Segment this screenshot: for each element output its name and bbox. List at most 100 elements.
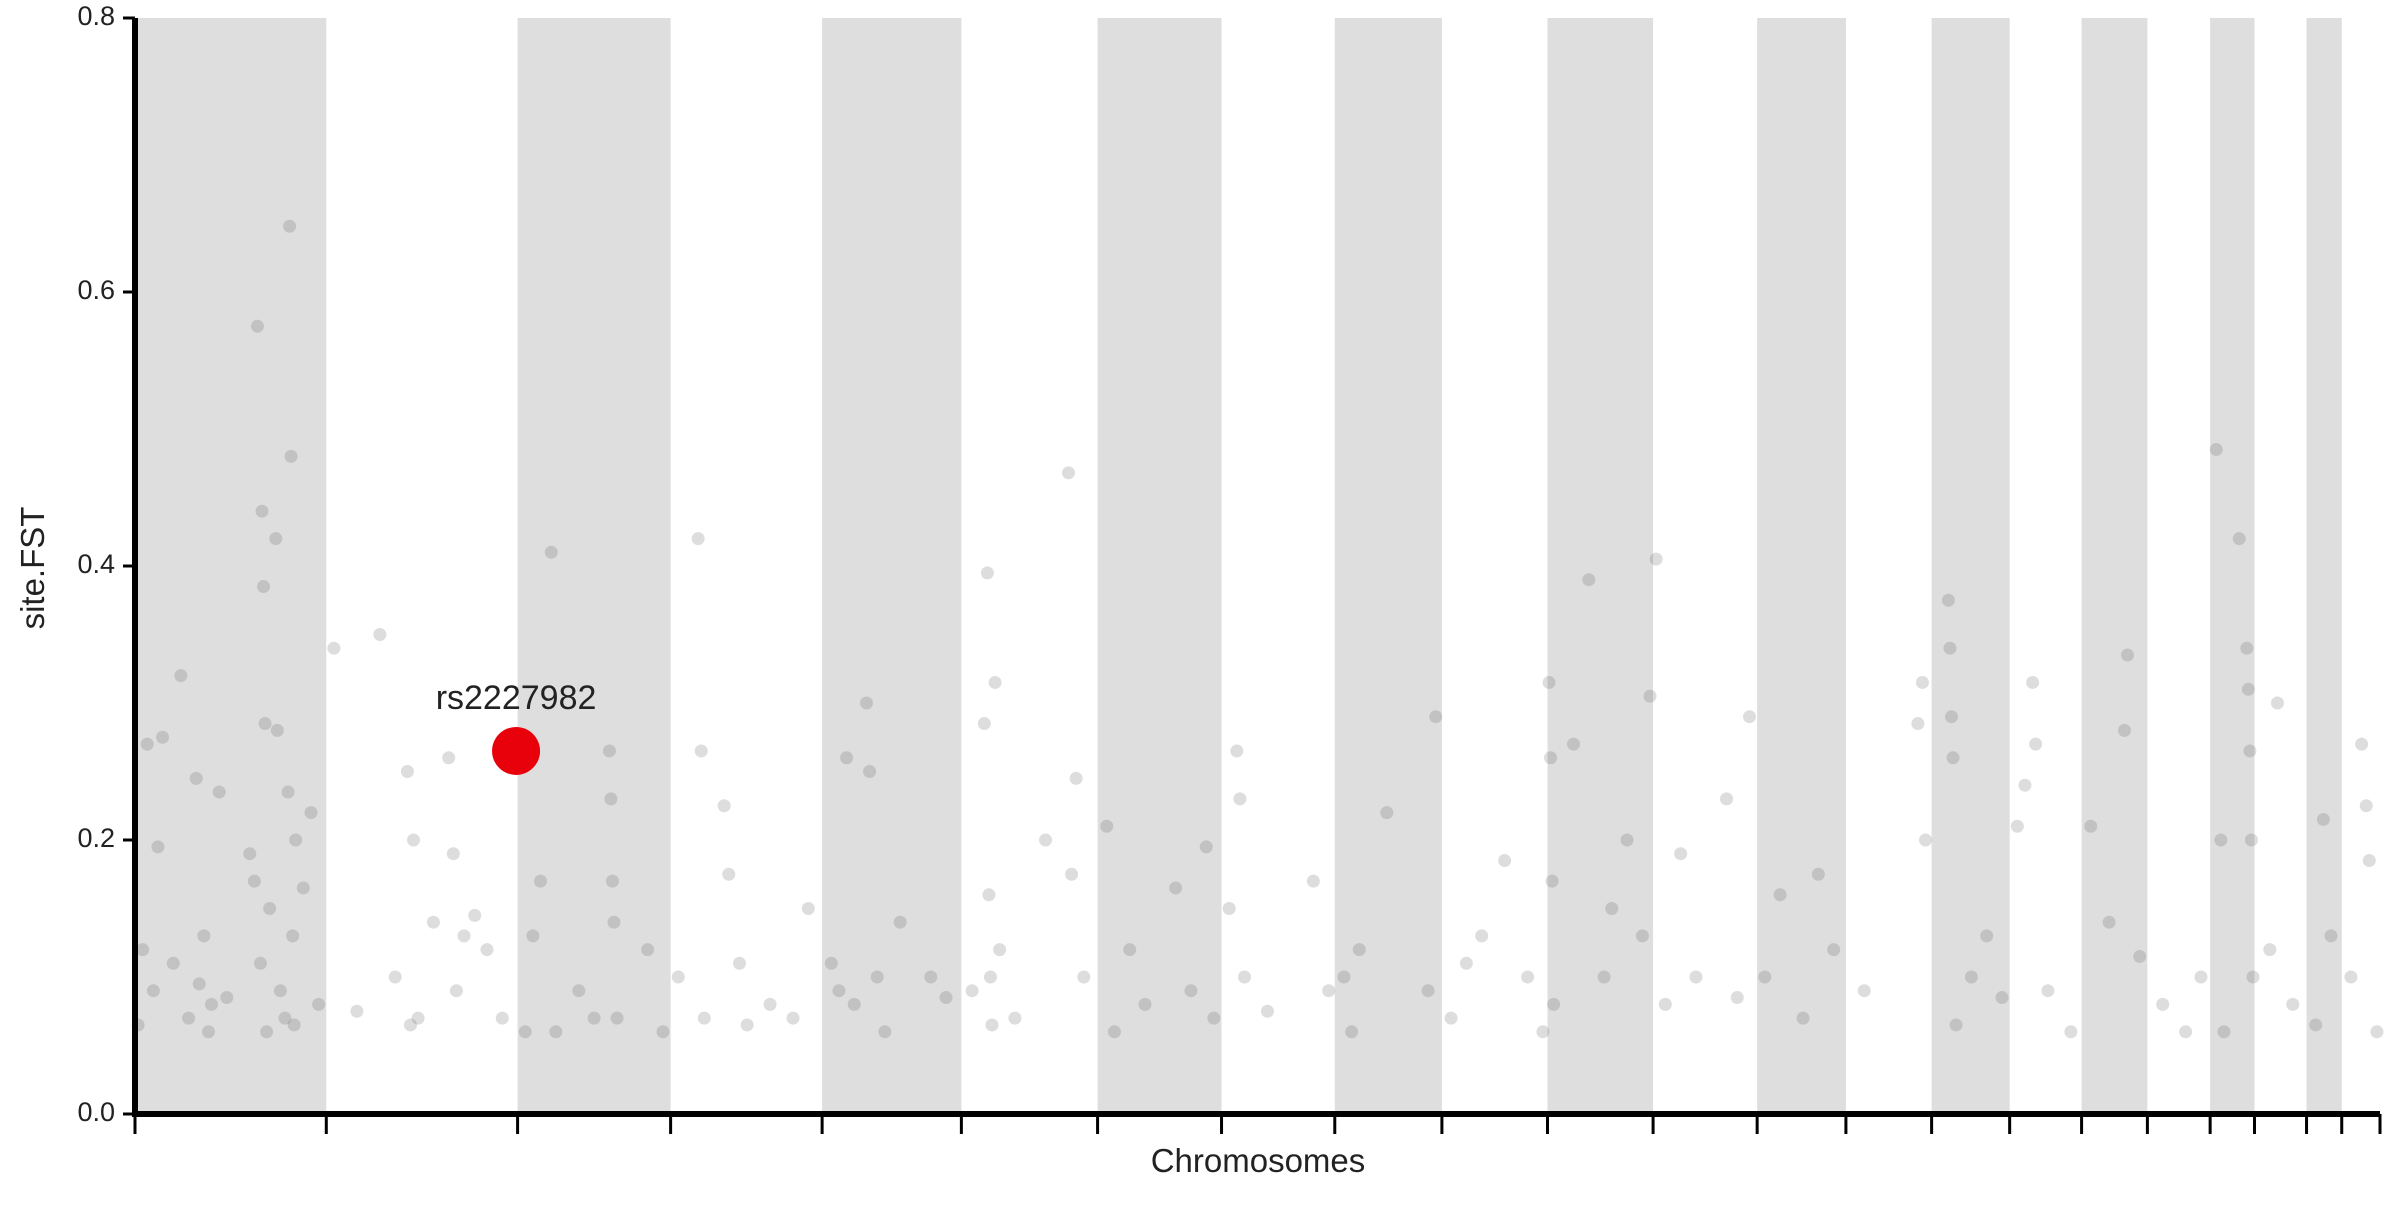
point (1945, 710, 1959, 724)
point (1743, 710, 1757, 724)
point (146, 984, 160, 998)
point (1306, 874, 1320, 888)
point (2133, 949, 2147, 963)
point (1658, 997, 1672, 1011)
point (2244, 833, 2258, 847)
point (786, 1011, 800, 1025)
point (2362, 854, 2376, 868)
point (1521, 970, 1535, 984)
point (2324, 929, 2338, 943)
point (243, 847, 257, 861)
point (205, 997, 219, 1011)
point (411, 1011, 425, 1025)
point (924, 970, 938, 984)
point (2214, 833, 2228, 847)
point (518, 1025, 532, 1039)
point (468, 908, 482, 922)
chromosome-band (1097, 18, 1222, 1114)
point (1949, 1018, 1963, 1032)
x-axis-label: Chromosomes (1151, 1142, 1366, 1179)
point (534, 874, 548, 888)
point (656, 1025, 670, 1039)
point (988, 675, 1002, 689)
point (1980, 929, 1994, 943)
point (449, 984, 463, 998)
point (1542, 675, 1556, 689)
point (1199, 840, 1213, 854)
point (1459, 956, 1473, 970)
point (1941, 593, 1955, 607)
point (1915, 675, 1929, 689)
point (1380, 806, 1394, 820)
point (1100, 819, 1114, 833)
point (296, 881, 310, 895)
point (607, 915, 621, 929)
point (641, 943, 655, 957)
y-tick-label: 0.2 (77, 823, 115, 853)
point (457, 929, 471, 943)
point (1857, 984, 1871, 998)
point (697, 1011, 711, 1025)
y-axis-label: site.FST (14, 507, 51, 630)
point (977, 717, 991, 731)
point (212, 785, 226, 799)
point (985, 1018, 999, 1032)
point (717, 799, 731, 813)
point (263, 902, 277, 915)
point (1230, 744, 1244, 758)
point (1964, 970, 1978, 984)
point (2117, 723, 2131, 737)
point (197, 929, 211, 943)
point (1123, 943, 1137, 957)
point (1758, 970, 1772, 984)
point (1184, 984, 1198, 998)
point (350, 1004, 364, 1018)
point (1138, 997, 1152, 1011)
point (1649, 552, 1663, 566)
point (1597, 970, 1611, 984)
point (1345, 1025, 1359, 1039)
y-tick-label: 0.8 (77, 1, 115, 31)
point (1237, 970, 1251, 984)
point (1260, 1004, 1274, 1018)
point (287, 1018, 301, 1032)
point (166, 956, 180, 970)
y-tick-label: 0.4 (77, 549, 115, 579)
point (859, 696, 873, 710)
point (136, 943, 150, 957)
point (1674, 847, 1688, 861)
point (939, 991, 953, 1005)
point (1107, 1025, 1121, 1039)
point (1062, 466, 1076, 480)
point (2026, 675, 2040, 689)
point (1337, 970, 1351, 984)
point (2243, 744, 2257, 758)
point (2240, 641, 2254, 655)
point (312, 997, 326, 1011)
chromosome-band (517, 18, 671, 1114)
chromosome-band (1547, 18, 1654, 1114)
point (1233, 792, 1247, 806)
point (1421, 984, 1435, 998)
point (2359, 799, 2373, 813)
point (1582, 573, 1596, 587)
point (2018, 778, 2032, 792)
point (446, 847, 460, 861)
point (1065, 867, 1079, 881)
point (407, 833, 421, 847)
point (824, 956, 838, 970)
point (1918, 833, 1932, 847)
point (870, 970, 884, 984)
point (189, 771, 203, 785)
chromosome-band (135, 18, 327, 1114)
point (1008, 1011, 1022, 1025)
point (253, 956, 267, 970)
point (722, 867, 736, 881)
point (2286, 997, 2300, 1011)
point (278, 1011, 292, 1025)
point (2263, 943, 2277, 957)
point (2064, 1025, 2078, 1039)
point (1077, 970, 1091, 984)
point (2209, 443, 2223, 457)
point (2156, 997, 2170, 1011)
